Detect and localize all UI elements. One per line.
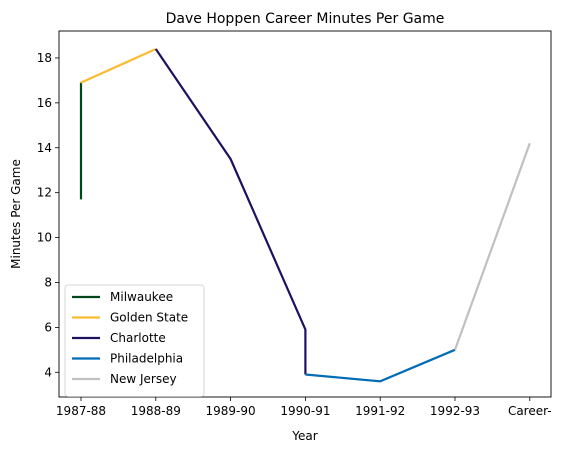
y-tick-label: 18: [37, 51, 52, 65]
series-lines: [79, 47, 531, 383]
y-tick-label: 12: [37, 186, 52, 200]
x-tick-label: 1988-89: [131, 404, 181, 418]
x-axis: 1987-88 1988-89 1989-90 1990-91 1991-92 1992-…: [56, 397, 552, 418]
x-tick-label: 1992-93: [430, 404, 480, 418]
legend-label-philadelphia: Philadelphia: [110, 352, 183, 366]
legend-label-golden-state: Golden State: [110, 311, 188, 325]
y-tick-label: 16: [37, 96, 52, 110]
legend: Milwaukee Golden State Charlotte Philadelph…: [64, 284, 205, 397]
x-tick-label: 1991-92: [355, 404, 405, 418]
x-tick-label: Career-: [508, 404, 552, 418]
x-tick-label: 1989-90: [206, 404, 256, 418]
series-line-new-jersey: [453, 142, 531, 351]
legend-box: [64, 284, 205, 397]
y-tick-label: 4: [44, 365, 52, 379]
legend-label-charlotte: Charlotte: [110, 331, 166, 345]
x-tick-label: 1990-91: [280, 404, 330, 418]
chart-title: Dave Hoppen Career Minutes Per Game: [166, 11, 445, 27]
series-line-philadelphia: [305, 348, 456, 383]
y-tick-label: 6: [44, 320, 52, 334]
series-line-golden-state: [80, 47, 157, 84]
y-tick-label: 10: [37, 231, 52, 245]
x-tick-label: 1987-88: [56, 404, 106, 418]
legend-label-milwaukee: Milwaukee: [110, 290, 173, 304]
y-tick-label: 14: [37, 141, 52, 155]
y-axis: 4 6 8 10 12 14 16 18: [37, 51, 59, 379]
legend-label-new-jersey: New Jersey: [110, 372, 177, 386]
y-tick-label: 8: [44, 275, 52, 289]
series-line-charlotte: [154, 48, 307, 375]
y-axis-title: Minutes Per Game: [9, 159, 23, 269]
x-axis-title: Year: [291, 429, 317, 443]
